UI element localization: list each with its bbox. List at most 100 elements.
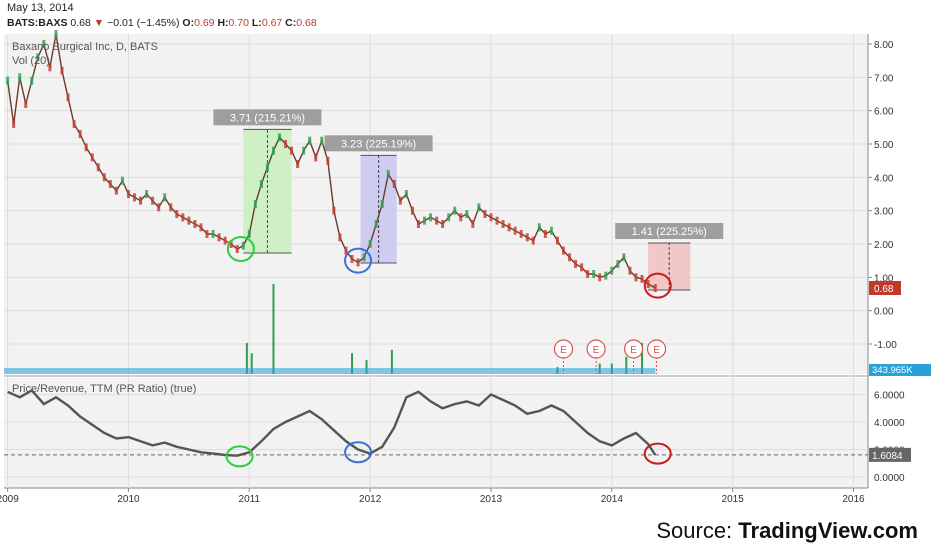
price-candle-88 bbox=[537, 223, 541, 232]
measure-label-0: 3.71 (215.21%) bbox=[230, 112, 305, 124]
price-candle-48 bbox=[296, 160, 300, 168]
price-candle-18 bbox=[114, 186, 118, 195]
price-candle-100 bbox=[610, 266, 614, 275]
chart-date: May 13, 2014 bbox=[7, 2, 74, 14]
ratio-value-label: 1.6084 bbox=[872, 451, 903, 462]
ratio-tick-label-1: 4.0000 bbox=[874, 418, 905, 429]
price-candle-99 bbox=[604, 271, 608, 280]
price-candle-83 bbox=[507, 223, 511, 232]
price-candle-37 bbox=[229, 240, 233, 248]
price-candle-19 bbox=[120, 176, 124, 185]
price-candle-52 bbox=[320, 136, 324, 145]
price-candle-12 bbox=[78, 130, 82, 138]
price-candle-81 bbox=[495, 216, 499, 225]
close-value: 0.68 bbox=[296, 17, 317, 29]
price-candle-32 bbox=[199, 223, 203, 232]
earnings-label-0: E bbox=[560, 345, 567, 356]
price-candle-72 bbox=[441, 220, 445, 228]
year-tick-label-3: 2012 bbox=[359, 494, 382, 505]
last-price-label: 0.68 bbox=[874, 284, 894, 295]
price-candle-54 bbox=[332, 206, 336, 215]
price-tick-label-8: 0.00 bbox=[874, 307, 894, 318]
price-candle-23 bbox=[145, 190, 149, 198]
price-candle-9 bbox=[60, 66, 64, 75]
earnings-label-1: E bbox=[593, 345, 600, 356]
price-candle-71 bbox=[435, 216, 439, 225]
price-candle-59 bbox=[362, 253, 366, 262]
price-candle-33 bbox=[205, 230, 209, 238]
price-candle-31 bbox=[193, 220, 197, 228]
price-tick-label-0: 8.00 bbox=[874, 40, 894, 51]
price-candle-13 bbox=[84, 143, 88, 152]
symbol: BATS:BAXS bbox=[7, 17, 68, 29]
price-candle-93 bbox=[568, 253, 572, 262]
price-tick-label-9: -1.00 bbox=[874, 340, 897, 351]
price-candle-102 bbox=[622, 253, 626, 262]
price-candle-64 bbox=[392, 180, 396, 188]
price-candle-82 bbox=[501, 220, 505, 228]
price-candle-5 bbox=[36, 53, 40, 62]
open-value: 0.69 bbox=[194, 17, 215, 29]
price-candle-61 bbox=[374, 220, 378, 228]
price-tick-label-2: 6.00 bbox=[874, 107, 894, 118]
volume-value-label: 343.965K bbox=[872, 365, 913, 376]
price-candle-73 bbox=[447, 213, 451, 222]
price-candle-101 bbox=[616, 260, 620, 268]
volume-bar-9 bbox=[625, 356, 628, 374]
earnings-badge-2 bbox=[623, 339, 644, 359]
high-value: 0.70 bbox=[228, 17, 249, 29]
price-candle-53 bbox=[326, 156, 330, 165]
price-candle-7 bbox=[48, 63, 52, 72]
price-tick-label-5: 3.00 bbox=[874, 207, 894, 218]
price-candle-80 bbox=[489, 213, 493, 222]
price-candle-85 bbox=[519, 230, 523, 238]
year-tick-label-1: 2010 bbox=[117, 494, 140, 505]
lower-panel-title: Price/Revenue, TTM (PR Ratio) (true) bbox=[12, 383, 196, 395]
price-candle-87 bbox=[531, 236, 535, 245]
price-candle-98 bbox=[598, 273, 602, 282]
price-candle-50 bbox=[308, 136, 312, 145]
price-candle-42 bbox=[259, 180, 263, 188]
volume-bar-10 bbox=[641, 342, 644, 374]
price-candle-45 bbox=[278, 133, 282, 142]
price-candle-3 bbox=[24, 100, 28, 108]
low-label: L: bbox=[251, 17, 262, 29]
price-candle-2 bbox=[18, 73, 22, 82]
price-candle-39 bbox=[241, 241, 245, 250]
price-candle-43 bbox=[265, 163, 269, 172]
measure-label-1: 3.23 (225.19%) bbox=[341, 138, 416, 150]
measure-label-bg-1 bbox=[324, 135, 433, 152]
price-candle-24 bbox=[151, 196, 155, 205]
price-candle-94 bbox=[574, 260, 578, 268]
price-candle-25 bbox=[157, 203, 161, 212]
price-candle-103 bbox=[628, 266, 632, 275]
price-candle-67 bbox=[410, 206, 414, 215]
price-candle-26 bbox=[163, 193, 167, 202]
price-panel-bg bbox=[4, 34, 868, 374]
price-candle-55 bbox=[338, 233, 342, 242]
volume-baseline-band bbox=[4, 368, 656, 374]
price-candle-17 bbox=[108, 180, 112, 188]
volume-bar-5 bbox=[390, 349, 393, 374]
price-candle-22 bbox=[139, 196, 143, 205]
year-tick-label-4: 2013 bbox=[480, 494, 503, 505]
source-brand: TradingView.com bbox=[738, 518, 918, 543]
price-candle-46 bbox=[284, 140, 288, 148]
last-price-badge bbox=[869, 281, 901, 295]
chart-title: Baxano Surgical Inc, D, BATS bbox=[12, 41, 158, 53]
price-candle-78 bbox=[477, 203, 481, 212]
ratio-panel-bg bbox=[4, 378, 868, 488]
measure-label-bg-2 bbox=[615, 223, 724, 239]
price-tick-label-1: 7.00 bbox=[874, 73, 894, 84]
price-candle-14 bbox=[90, 153, 94, 162]
price-candle-27 bbox=[169, 203, 173, 212]
price-tick-label-6: 2.00 bbox=[874, 240, 894, 251]
price-tick-label-4: 4.00 bbox=[874, 173, 894, 184]
price-candle-20 bbox=[126, 190, 130, 198]
price-change: −0.01 (−1.45%) bbox=[107, 17, 180, 29]
earnings-badge-3 bbox=[646, 339, 667, 359]
price-candle-69 bbox=[423, 216, 427, 225]
price-candle-0 bbox=[6, 76, 10, 85]
year-tick-label-2: 2011 bbox=[239, 494, 261, 505]
down-arrow-icon: ▼ bbox=[93, 17, 105, 29]
